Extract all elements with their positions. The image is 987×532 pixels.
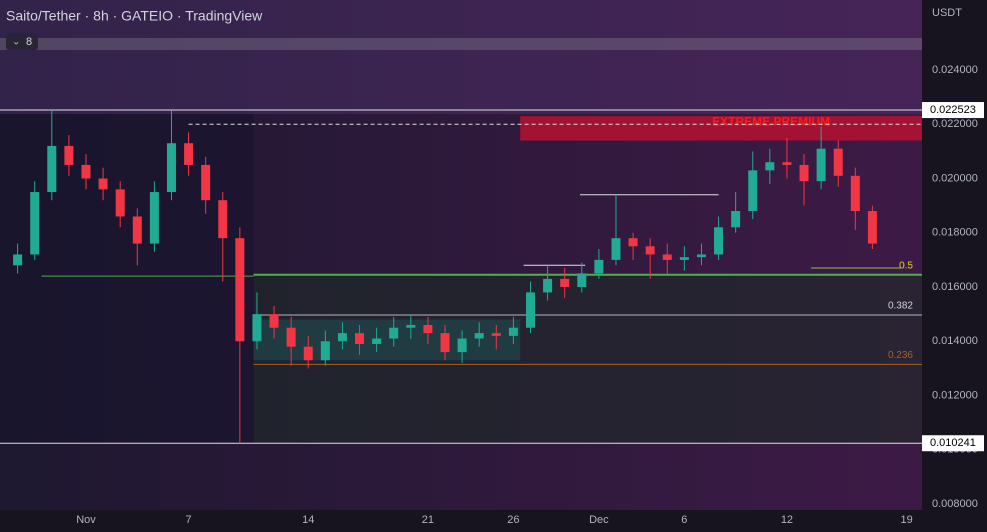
candle-body [765, 162, 775, 171]
x-tick-label: 19 [900, 514, 912, 526]
candle-body [149, 192, 159, 244]
candle-body [714, 227, 724, 255]
candle-body [867, 211, 877, 244]
candle-body [560, 278, 570, 288]
candle-body [491, 333, 501, 336]
candle-body [201, 164, 211, 201]
candle-body [320, 341, 330, 361]
currency: USDT [932, 7, 962, 19]
candle-body [269, 314, 279, 328]
candle-body [696, 254, 706, 258]
discount-area [253, 274, 922, 444]
fib-label: 0.5 [899, 260, 913, 271]
candle-body [218, 200, 228, 239]
candle-body [731, 211, 741, 228]
candle-body [748, 170, 758, 212]
candle-body [184, 143, 194, 165]
y-tick-label: 0.024000 [932, 64, 978, 76]
candle-body [98, 178, 108, 190]
candle-body [594, 259, 604, 274]
time-axis [0, 510, 922, 532]
x-tick-label: 26 [507, 514, 519, 526]
candle-body [372, 338, 382, 344]
chart-title: Saito/Tether · 8h · GATEIO · TradingView [6, 8, 263, 24]
candle-body [235, 238, 245, 342]
fib-label: 0.5 [899, 261, 913, 272]
candle-body [799, 164, 809, 182]
x-tick-label: 7 [186, 514, 192, 526]
candle-body [508, 327, 518, 336]
candle-body [303, 346, 313, 361]
y-tick-label: 0.016000 [932, 281, 978, 293]
candle-body [833, 148, 843, 176]
candle-body [406, 324, 416, 328]
gray-band [0, 37, 922, 50]
left-shade [0, 114, 254, 444]
x-tick-label: 14 [302, 514, 314, 526]
x-tick-label: 6 [681, 514, 687, 526]
candle-body [662, 254, 672, 260]
candle-body [252, 314, 262, 342]
candle-body [782, 162, 792, 165]
price-label-box [922, 435, 984, 452]
price-label-box [922, 102, 984, 119]
candle-body [13, 254, 23, 266]
candle-body [115, 189, 125, 217]
candle-body [816, 148, 826, 182]
candle-body [47, 145, 57, 193]
fib-label: 0.236 [888, 350, 913, 361]
candle-body [166, 143, 176, 193]
candle-body [30, 192, 40, 255]
candle-body [132, 216, 142, 244]
candle-body [64, 145, 74, 165]
x-tick-label: Nov [76, 514, 96, 526]
fib-label: 0.382 [888, 301, 913, 312]
y-tick-label: 0.020000 [932, 172, 978, 184]
premium-zone [520, 116, 922, 141]
x-tick-label: Dec [589, 514, 609, 526]
y-tick-label: 0.008000 [932, 498, 978, 510]
candle-body [337, 333, 347, 342]
range-box [253, 319, 521, 361]
candle-body [81, 164, 91, 179]
candle-body [850, 175, 860, 212]
badge-box [6, 33, 38, 50]
candle-body [457, 338, 467, 353]
y-tick-label: 0.018000 [932, 227, 978, 239]
x-tick-label: 21 [422, 514, 434, 526]
y-tick-label: 0.014000 [932, 335, 978, 347]
x-tick-label: 12 [781, 514, 793, 526]
candle-body [355, 333, 365, 344]
badge: 8 [26, 36, 32, 48]
candle-body [577, 273, 587, 288]
candle-body [440, 333, 450, 353]
y-tick-label: 0.022000 [932, 118, 978, 130]
price-label: 0.022523 [930, 104, 976, 116]
candle-body [286, 327, 296, 347]
candle-body [525, 292, 535, 328]
candle-body [611, 238, 621, 260]
candle-body [679, 257, 689, 260]
candle-body [543, 278, 553, 293]
candle-body [628, 238, 638, 247]
candle-body [474, 333, 484, 339]
premium-area [0, 0, 922, 115]
zone-label: EXTREME PREMIUM [712, 114, 830, 128]
price-label: 0.010241 [930, 437, 976, 449]
candle-body [423, 324, 433, 334]
candle-body [389, 327, 399, 339]
candle-body [645, 246, 655, 255]
y-tick-label: 0.012000 [932, 389, 978, 401]
badge-chevron: ⌄ [12, 37, 20, 48]
